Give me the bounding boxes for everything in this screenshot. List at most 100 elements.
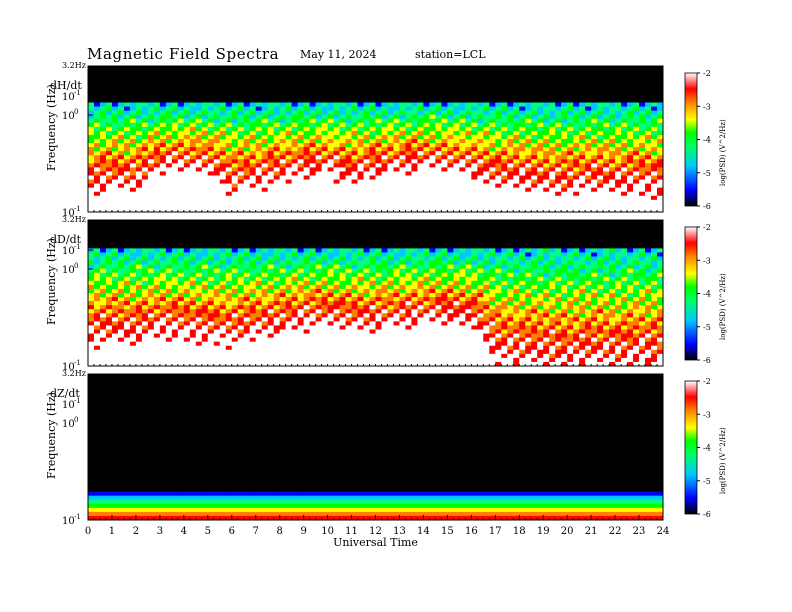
spectrogram-cell [207,167,215,172]
spectrogram-cell [363,134,371,140]
spectrogram-cell [267,179,275,185]
spectrogram-cell [489,301,496,306]
spectrogram-cell [345,134,353,140]
spectrogram-cell [477,357,484,363]
spectrogram-cell [153,252,161,257]
spectrogram-cell [213,110,221,116]
spectrogram-cell [279,175,287,181]
spectrogram-cell [477,297,484,302]
spectrogram-cell [285,248,293,253]
spectrogram-cell [243,106,251,112]
spectrogram-cell [333,276,341,282]
spectrogram-cell [243,252,251,257]
spectrogram-cell [357,280,365,286]
spectrogram-cell [273,321,281,326]
spectrogram-cell [489,130,496,136]
spectrogram-cell [165,276,173,282]
spectrogram-cell [393,329,400,335]
spectrogram-cell [333,313,341,318]
spectrogram-cell [225,317,233,322]
spectrogram-cell [543,130,550,136]
spectrogram-cell [309,325,317,330]
spectrogram-cell [99,122,107,128]
spectrogram-cell [279,341,287,347]
spectrogram-cell [129,353,137,359]
spectrogram-cell [135,163,143,168]
spectrogram-cell [453,126,460,132]
spectrogram-cell [447,349,454,355]
spectrogram-cell [657,139,664,144]
spectrogram-cell [363,167,371,172]
spectrogram-cell [363,102,371,108]
spectrogram-cell [519,329,526,335]
spectrogram-cell [519,175,526,181]
spectrogram-cell [657,207,664,213]
spectrogram-cell [345,260,353,266]
spectrogram-cell [183,333,191,339]
spectrogram-cell [93,325,101,330]
spectrogram-cell [129,248,137,253]
spectrogram-cell [525,305,532,310]
spectrogram-cell [225,175,233,181]
spectrogram-cell [477,151,484,156]
spectrogram-cell [405,155,412,160]
spectrogram-cell [393,122,400,128]
spectrogram-cell [285,114,293,120]
spectrogram-cell [363,139,371,144]
spectrogram-cell [309,272,317,278]
spectrogram-cell [453,345,460,351]
spectrogram-cell [183,288,191,294]
spectrogram-cell [585,159,592,164]
spectrogram-cell [453,260,460,266]
spectrogram-cell [489,187,496,193]
spectrogram-cell [351,203,359,209]
spectrogram-cell [315,341,323,347]
spectrogram-cell [291,317,299,322]
spectrogram-cell [495,195,502,201]
spectrogram-cell [387,134,394,140]
spectrogram-cell [621,167,628,172]
spectrogram-cell [561,118,568,124]
spectrogram-cell [303,321,311,326]
spectrogram-cell [291,333,299,339]
spectrogram-cell [297,329,305,335]
spectrogram-cell [597,114,604,120]
spectrogram-cell [471,276,478,282]
spectrogram-cell [135,134,143,140]
spectrogram-cell [93,353,101,359]
spectrogram-cell [417,139,424,144]
spectrogram-cell [585,175,592,181]
spectrogram-cell [88,317,95,322]
spectrogram-cell [153,139,161,144]
spectrogram-cell [549,126,556,132]
spectrogram-cell [117,357,125,363]
spectrogram-cell [381,147,388,152]
spectrogram-cell [297,313,305,318]
spectrogram-cell [225,276,233,282]
spectrogram-cell [165,171,173,176]
spectrogram-cell [117,139,125,144]
spectrogram-cell [123,349,131,355]
spectrogram-cell [531,313,538,318]
spectrogram-cell [327,268,335,274]
spectrogram-cell [159,293,167,298]
spectrogram-cell [573,175,580,181]
spectrogram-cell [105,126,113,132]
spectrogram-cell [165,175,173,181]
spectrogram-cell [243,313,251,318]
spectrogram-cell [399,276,406,282]
spectrogram-cell [549,110,556,116]
spectrogram-cell [117,179,125,185]
spectrogram-cell [645,134,652,140]
spectrogram-cell [135,284,143,290]
spectrogram-cell [465,288,472,294]
spectrogram-cell [357,155,365,160]
spectrogram-cell [423,329,430,335]
spectrogram-cell [291,325,299,330]
spectrogram-cell [153,187,161,193]
spectrogram-cell [219,199,227,205]
spectrogram-cell [531,195,538,201]
spectrogram-cell [519,143,526,148]
spectrogram-cell [351,143,359,148]
spectrogram-cell [363,280,371,286]
